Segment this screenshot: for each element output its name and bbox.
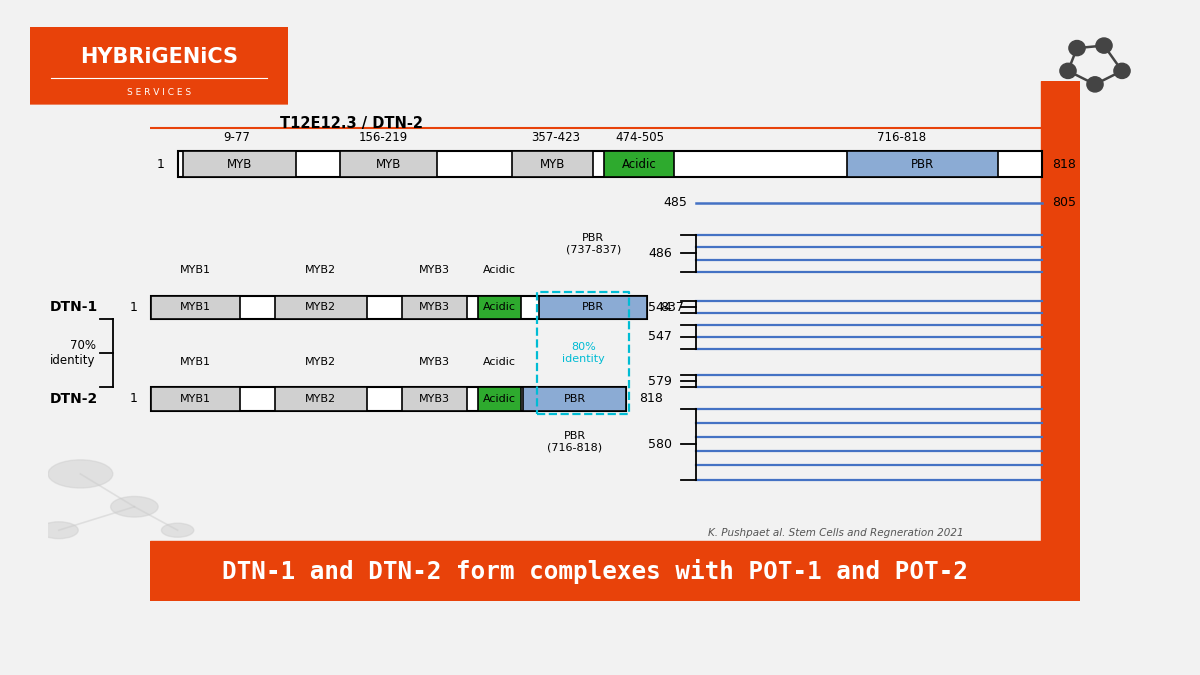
Text: 80%
identity: 80% identity: [562, 342, 605, 364]
Text: 156-219: 156-219: [358, 130, 408, 144]
Text: DTN-2: DTN-2: [50, 392, 98, 406]
Bar: [605, 151, 674, 178]
Text: PBR: PBR: [564, 394, 586, 404]
Bar: [847, 151, 998, 178]
Text: PBR
(716-818): PBR (716-818): [547, 431, 602, 452]
Bar: [478, 387, 521, 410]
Circle shape: [48, 460, 113, 488]
Circle shape: [1114, 63, 1130, 78]
Text: 579: 579: [648, 375, 672, 387]
Text: MYB3: MYB3: [419, 265, 450, 275]
Text: MYB1: MYB1: [180, 302, 211, 313]
Bar: [1040, 81, 1080, 601]
Circle shape: [161, 523, 194, 537]
Text: 716-818: 716-818: [877, 130, 925, 144]
Text: PBR: PBR: [582, 302, 605, 313]
Bar: [182, 151, 296, 178]
Bar: [151, 387, 626, 410]
Text: 805: 805: [1052, 196, 1076, 209]
Text: MYB1: MYB1: [180, 394, 211, 404]
Text: 818: 818: [638, 392, 662, 406]
Circle shape: [1060, 63, 1076, 78]
Text: Acidic: Acidic: [482, 265, 516, 275]
Bar: [275, 296, 367, 319]
Bar: [340, 151, 437, 178]
Text: PBR
(737-837): PBR (737-837): [565, 233, 622, 254]
Circle shape: [40, 522, 78, 539]
Text: MYB: MYB: [376, 158, 401, 171]
Circle shape: [1096, 38, 1112, 53]
Text: S E R V I C E S: S E R V I C E S: [127, 88, 191, 97]
Text: K. Pushpaet al. Stem Cells and Regneration 2021: K. Pushpaet al. Stem Cells and Regnerati…: [708, 528, 964, 538]
Text: Acidic: Acidic: [482, 394, 516, 404]
Text: 580: 580: [648, 438, 672, 451]
Bar: [275, 387, 367, 410]
Text: MYB1: MYB1: [180, 265, 211, 275]
Circle shape: [1069, 40, 1085, 56]
Text: 818: 818: [1052, 158, 1076, 171]
Bar: [402, 296, 467, 319]
Bar: [478, 296, 521, 319]
Text: 1: 1: [130, 301, 138, 314]
Text: 474-505: 474-505: [616, 130, 665, 144]
Text: DTN-1 and DTN-2 form complexes with POT-1 and POT-2: DTN-1 and DTN-2 form complexes with POT-…: [222, 559, 967, 584]
Text: MYB2: MYB2: [305, 265, 336, 275]
Text: T12E12.3 / DTN-2: T12E12.3 / DTN-2: [281, 115, 424, 130]
Bar: [178, 151, 1042, 178]
Bar: [151, 296, 240, 319]
Text: 486: 486: [648, 247, 672, 260]
Text: MYB3: MYB3: [419, 357, 450, 367]
Text: 544: 544: [648, 301, 672, 314]
Bar: [540, 296, 648, 319]
Bar: [151, 296, 648, 319]
Text: MYB: MYB: [540, 158, 565, 171]
Circle shape: [1087, 77, 1103, 92]
Text: 547: 547: [648, 331, 672, 344]
Bar: [512, 151, 593, 178]
Text: Acidic: Acidic: [482, 302, 516, 313]
Text: 70%
identity: 70% identity: [50, 339, 96, 367]
Text: 9-77: 9-77: [223, 130, 251, 144]
Text: PBR: PBR: [911, 158, 935, 171]
Text: 357-423: 357-423: [532, 130, 580, 144]
Bar: [523, 387, 626, 410]
Text: 485: 485: [664, 196, 688, 209]
Text: 1: 1: [157, 158, 164, 171]
Text: MYB2: MYB2: [305, 357, 336, 367]
Bar: [150, 541, 1040, 601]
Bar: [151, 387, 240, 410]
Text: MYB1: MYB1: [180, 357, 211, 367]
Bar: [402, 387, 467, 410]
Text: MYB2: MYB2: [305, 302, 336, 313]
Text: MYB3: MYB3: [419, 394, 450, 404]
Text: 1: 1: [130, 392, 138, 406]
Text: Acidic: Acidic: [482, 357, 516, 367]
Text: MYB2: MYB2: [305, 394, 336, 404]
Circle shape: [110, 496, 158, 517]
Text: MYB: MYB: [227, 158, 252, 171]
Text: 837: 837: [660, 301, 684, 314]
Text: MYB3: MYB3: [419, 302, 450, 313]
Text: DTN-1: DTN-1: [50, 300, 98, 315]
FancyBboxPatch shape: [25, 26, 293, 105]
Text: HYBRiGENiCS: HYBRiGENiCS: [80, 47, 238, 67]
Text: Acidic: Acidic: [622, 158, 656, 171]
